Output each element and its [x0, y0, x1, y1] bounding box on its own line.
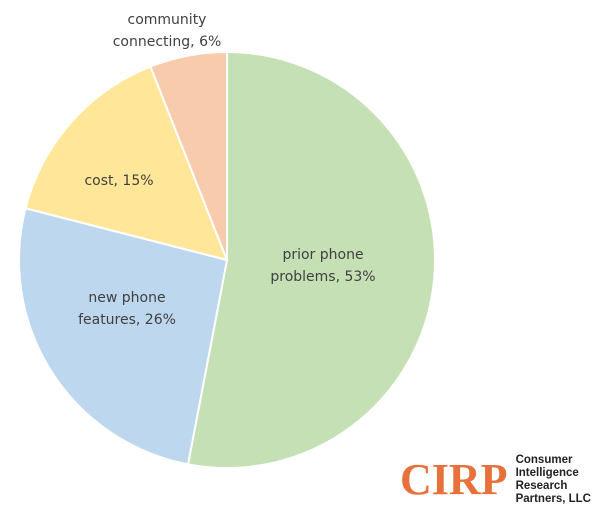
pie-slice-3 — [149, 50, 228, 261]
label-line: prior phone — [282, 247, 364, 263]
logo-line: Partners, LLC — [515, 493, 591, 505]
label-line: new phone — [88, 290, 166, 306]
logo-line: Intelligence — [515, 467, 579, 479]
label-cost: cost, 15% — [84, 170, 153, 192]
pie-slice-1 — [18, 207, 229, 466]
pie-slice-0 — [186, 50, 436, 469]
logo-line: Research — [515, 480, 568, 492]
label-prior-phone-problems: prior phone problems, 53% — [270, 244, 375, 288]
label-line: cost, 15% — [84, 173, 154, 189]
label-line: community — [127, 12, 207, 28]
label-line: connecting, 6% — [112, 34, 222, 50]
logo-mark: CIRP — [400, 455, 508, 504]
pie-slice-2 — [24, 65, 229, 262]
label-line: features, 26% — [78, 312, 176, 328]
logo-line: Consumer — [515, 454, 573, 466]
label-new-phone-features: new phone features, 26% — [78, 287, 176, 331]
label-line: problems, 53% — [270, 269, 376, 285]
cirp-logo: CIRP Consumer Intelligence Research Part… — [400, 452, 591, 508]
logo-text: Consumer Intelligence Research Partners,… — [516, 454, 591, 506]
label-community-connecting: community connecting, 6% — [113, 9, 222, 53]
